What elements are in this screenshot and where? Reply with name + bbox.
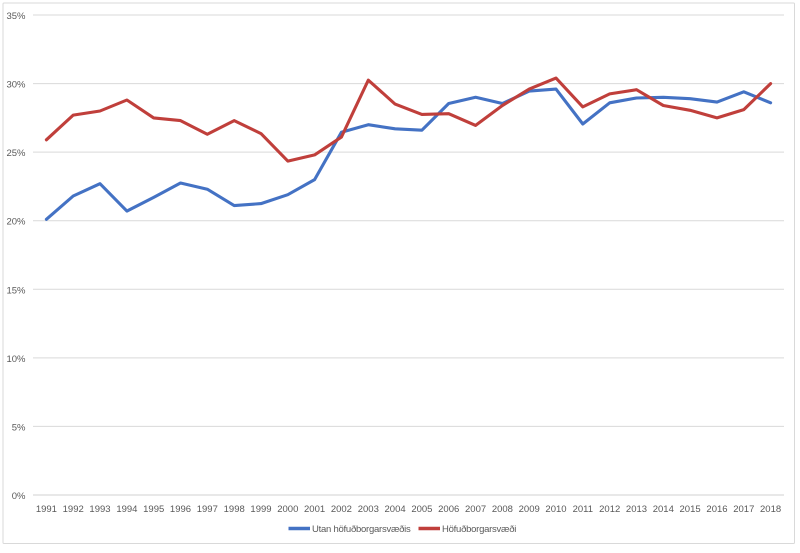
svg-text:1992: 1992 bbox=[63, 504, 84, 515]
svg-text:2007: 2007 bbox=[465, 504, 486, 515]
svg-text:2010: 2010 bbox=[545, 504, 566, 515]
svg-text:1998: 1998 bbox=[224, 504, 245, 515]
svg-text:2016: 2016 bbox=[706, 504, 727, 515]
svg-text:2009: 2009 bbox=[519, 504, 540, 515]
svg-text:2013: 2013 bbox=[626, 504, 647, 515]
svg-text:5%: 5% bbox=[12, 422, 26, 433]
svg-text:2014: 2014 bbox=[653, 504, 674, 515]
svg-text:2000: 2000 bbox=[277, 504, 298, 515]
svg-text:1999: 1999 bbox=[250, 504, 271, 515]
svg-text:30%: 30% bbox=[6, 80, 26, 91]
svg-text:2001: 2001 bbox=[304, 504, 325, 515]
svg-text:1991: 1991 bbox=[36, 504, 57, 515]
svg-text:25%: 25% bbox=[6, 148, 26, 159]
svg-text:1994: 1994 bbox=[116, 504, 137, 515]
svg-text:1993: 1993 bbox=[89, 504, 110, 515]
svg-text:2004: 2004 bbox=[385, 504, 406, 515]
svg-text:1996: 1996 bbox=[170, 504, 191, 515]
svg-text:15%: 15% bbox=[6, 285, 26, 296]
svg-text:2006: 2006 bbox=[438, 504, 459, 515]
svg-text:2005: 2005 bbox=[411, 504, 432, 515]
svg-text:20%: 20% bbox=[6, 217, 26, 228]
svg-text:2018: 2018 bbox=[760, 504, 781, 515]
svg-text:2015: 2015 bbox=[680, 504, 701, 515]
svg-text:2011: 2011 bbox=[573, 504, 593, 515]
svg-text:2017: 2017 bbox=[733, 504, 754, 515]
svg-text:1995: 1995 bbox=[143, 504, 164, 515]
svg-text:10%: 10% bbox=[6, 354, 26, 365]
svg-text:1997: 1997 bbox=[197, 504, 218, 515]
svg-text:35%: 35% bbox=[6, 11, 26, 22]
svg-text:Utan höfuðborgarsvæðis: Utan höfuðborgarsvæðis bbox=[312, 524, 411, 535]
svg-text:2003: 2003 bbox=[358, 504, 379, 515]
svg-text:2008: 2008 bbox=[492, 504, 513, 515]
svg-text:2002: 2002 bbox=[331, 504, 352, 515]
svg-text:0%: 0% bbox=[12, 491, 26, 502]
svg-text:Höfuðborgarsvæði: Höfuðborgarsvæði bbox=[442, 524, 516, 535]
svg-text:2012: 2012 bbox=[599, 504, 620, 515]
